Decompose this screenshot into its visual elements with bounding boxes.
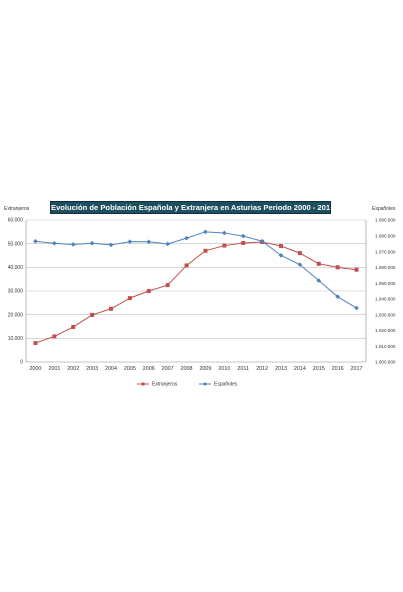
data-point <box>70 242 76 247</box>
y-left-tick-label: 30.000 <box>8 289 24 295</box>
data-point <box>222 230 227 236</box>
x-tick-label: 2007 <box>162 366 174 372</box>
data-point <box>316 278 322 283</box>
data-point <box>203 229 208 235</box>
data-point <box>354 267 359 272</box>
y-right-tick-label: 1.010.000 <box>375 344 396 349</box>
y-left-tick-label: 0 <box>20 360 23 366</box>
chart-title: Evolución de Población Española y Extran… <box>50 201 331 214</box>
y-right-tick-label: 1.070.000 <box>375 249 396 254</box>
data-point <box>127 296 132 301</box>
x-tick-label: 2004 <box>105 366 117 372</box>
x-tick-label: 2005 <box>124 366 136 372</box>
data-point <box>354 305 359 311</box>
x-tick-label: 2006 <box>143 366 155 372</box>
x-tick-label: 2011 <box>237 366 249 372</box>
data-point <box>279 244 283 249</box>
legend-label: Españoles <box>214 382 238 388</box>
x-tick-label: 2012 <box>256 366 268 372</box>
left-axis-title: Extranjeros <box>4 206 30 212</box>
x-tick-label: 2001 <box>48 366 60 372</box>
legend-marker <box>203 382 207 386</box>
y-right-tick-label: 1.090.000 <box>375 218 396 223</box>
x-tick-label: 2008 <box>181 366 193 372</box>
data-point <box>241 240 246 245</box>
x-tick-label: 2015 <box>313 366 325 372</box>
x-tick-label: 2000 <box>29 366 41 372</box>
data-point <box>165 283 170 288</box>
x-tick-label: 2013 <box>275 366 287 372</box>
y-left-tick-label: 40.000 <box>8 265 24 271</box>
data-point <box>184 263 189 268</box>
data-point <box>127 239 133 244</box>
x-tick-label: 2009 <box>199 366 211 372</box>
data-point <box>33 239 38 244</box>
data-point <box>278 253 284 258</box>
y-left-tick-label: 60.000 <box>8 218 24 224</box>
y-right-tick-label: 1.000.000 <box>375 360 396 365</box>
y-right-tick-label: 1.020.000 <box>375 328 396 333</box>
x-tick-label: 2014 <box>294 366 306 372</box>
data-point <box>33 341 38 346</box>
data-point <box>240 233 246 239</box>
chart-svg: 0 10.000 20.000 30.000 40.000 50.000 60.000 1.0… <box>8 218 396 388</box>
legend-marker <box>141 382 145 386</box>
data-point <box>335 265 340 270</box>
data-point <box>146 289 151 293</box>
data-point <box>203 248 208 253</box>
series-line-españoles <box>35 231 357 309</box>
data-point <box>52 241 57 246</box>
x-tick-label: 2017 <box>351 366 363 372</box>
chart-area: 0 10.000 20.000 30.000 40.000 50.000 60.000 1.0… <box>0 195 403 395</box>
x-tick-label: 2003 <box>86 366 98 372</box>
data-point <box>90 312 95 317</box>
y-right-tick-label: 1.030.000 <box>375 312 396 317</box>
right-axis-title: Españoles <box>372 206 396 212</box>
y-right-tick-label: 1.080.000 <box>375 233 396 238</box>
data-point <box>297 251 302 256</box>
y-left-tick-label: 20.000 <box>8 312 24 318</box>
data-point <box>316 261 321 266</box>
legend-label: Extranjeros <box>152 382 178 388</box>
data-point <box>52 334 57 339</box>
y-right-tick-label: 1.060.000 <box>375 265 396 270</box>
data-point <box>165 241 170 247</box>
x-tick-label: 2016 <box>332 366 344 372</box>
data-point <box>222 243 227 248</box>
y-right-tick-label: 1.040.000 <box>375 297 396 302</box>
series-line-extranjeros <box>35 241 357 344</box>
x-tick-label: 2010 <box>218 366 230 372</box>
y-left-tick-label: 50.000 <box>8 241 24 247</box>
data-point <box>108 242 114 248</box>
y-left-tick-label: 10.000 <box>8 336 24 342</box>
y-right-tick-label: 1.050.000 <box>375 281 396 286</box>
x-tick-label: 2002 <box>67 366 79 372</box>
data-point <box>335 294 340 299</box>
data-point <box>184 235 189 241</box>
data-point <box>89 240 95 246</box>
data-point <box>109 306 113 311</box>
data-point <box>71 324 76 329</box>
